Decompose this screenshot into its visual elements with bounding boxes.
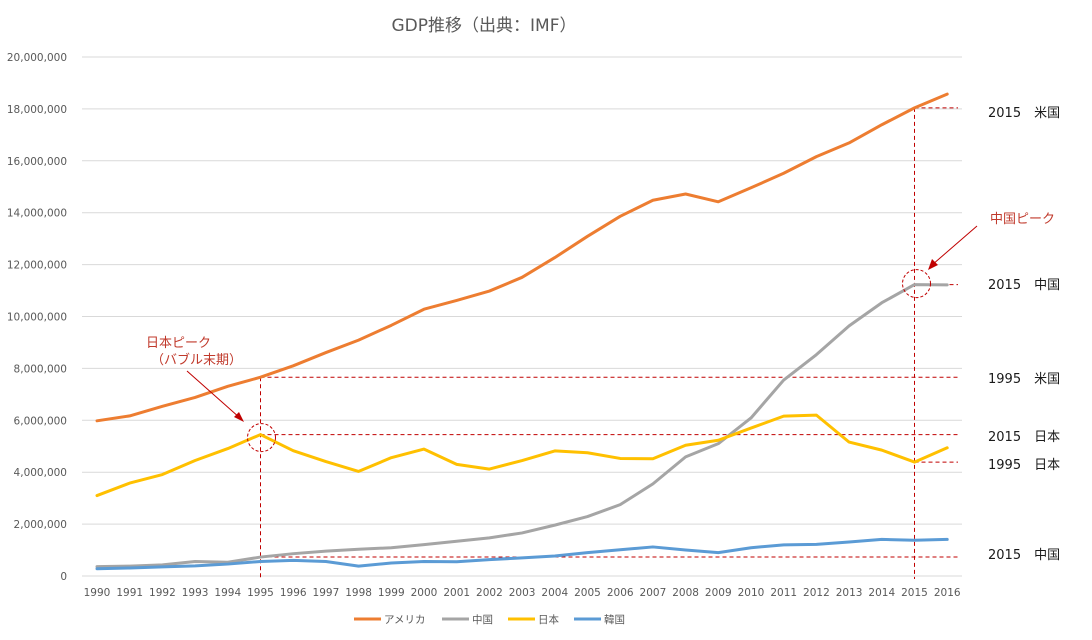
y-tick-label: 4,000,000 [14,467,67,479]
series-lines [95,92,949,571]
x-tick-label: 2005 [574,587,601,599]
series-line-中国 [95,283,949,569]
x-tick-label: 1993 [182,587,209,599]
x-tick-label: 2002 [476,587,503,599]
annotations: 日本ピーク（バブル末期） 中国ピーク [146,212,1055,453]
japan-peak-arrowhead [234,412,244,422]
x-tick-label: 2012 [803,587,830,599]
japan-peak-label: 日本ピーク [146,336,211,351]
x-tick-label: 2006 [607,587,634,599]
series-line-日本 [95,413,949,498]
x-tick-label: 2015 [901,587,928,599]
reference-label: 2015 日本 [988,430,1060,445]
china-peak-arrowhead [928,259,938,270]
china-peak-arrow [931,225,978,266]
reference-label: 1995 米国 [988,372,1060,387]
legend-label: 日本 [538,613,559,626]
x-tick-label: 1994 [214,587,241,599]
x-tick-label: 1990 [84,587,111,599]
gridlines [82,56,962,577]
x-tick-label: 2016 [934,587,961,599]
x-tick-label: 2011 [770,587,797,599]
x-tick-label: 1997 [313,587,340,599]
y-tick-label: 6,000,000 [14,415,67,427]
x-tick-label: 1995 [247,587,274,599]
x-tick-label: 1998 [345,587,372,599]
y-tick-label: 12,000,000 [7,260,67,272]
x-tick-label: 1992 [149,587,176,599]
china-peak-label: 中国ピーク [990,212,1055,227]
y-tick-label: 14,000,000 [7,208,67,220]
y-tick-label: 2,000,000 [14,519,67,531]
japan-peak-circle [247,423,276,453]
reference-label: 1995 日本 [988,458,1060,473]
reference-label: 2015 中国 [988,548,1060,563]
legend: アメリカ 中国 日本 韓国 [354,613,625,626]
x-tick-label: 1991 [116,587,143,599]
x-tick-label: 2014 [868,587,895,599]
x-tick-label: 2004 [541,587,568,599]
y-axis-ticks: 0 2,000,000 4,000,000 6,000,000 8,000,000 10,… [7,52,67,583]
reference-lines: 2015 米国 2015 中国 1995 米国 2015 日本 1995 日本 2015 … [260,106,1060,579]
japan-peak-sublabel: （バブル末期） [151,352,242,368]
x-tick-label: 2003 [509,587,536,599]
y-tick-label: 0 [60,571,67,583]
legend-label: 韓国 [604,614,625,626]
series-line-韓国 [95,537,949,571]
legend-label: 中国 [472,613,493,626]
x-tick-label: 2010 [738,587,765,599]
y-tick-label: 20,000,000 [7,52,67,64]
y-tick-label: 8,000,000 [14,363,67,375]
legend-label: アメリカ [384,614,425,626]
x-tick-label: 2000 [411,587,438,599]
china-peak-circle [902,269,931,299]
reference-label: 2015 中国 [988,278,1060,293]
x-axis-ticks: 1990 1991 1992 1993 1994 1995 1996 1997 1998 1999… [84,587,961,599]
x-tick-label: 2008 [672,587,699,599]
y-tick-label: 10,000,000 [7,312,67,324]
japan-peak-arrow [186,370,241,419]
chart-title: GDP推移（出典：IMF） [392,16,577,36]
x-tick-label: 2001 [443,587,470,599]
x-tick-label: 2007 [640,587,667,599]
y-tick-label: 18,000,000 [7,104,67,116]
y-tick-label: 16,000,000 [7,156,67,168]
x-tick-label: 1999 [378,587,405,599]
x-tick-label: 1996 [280,587,307,599]
series-line-アメリカ [95,92,949,423]
reference-label: 2015 米国 [988,106,1060,121]
x-tick-label: 2009 [705,587,732,599]
x-tick-label: 2013 [836,587,863,599]
